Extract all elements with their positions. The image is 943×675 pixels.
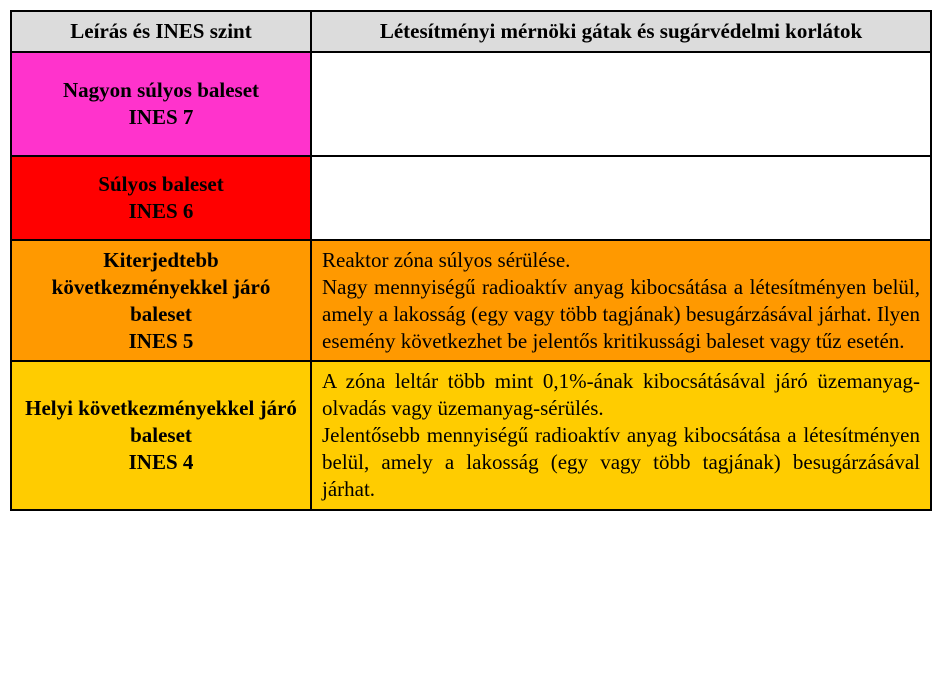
row-label-line1: Súlyos baleset (98, 172, 223, 196)
row-label-line1: Kiterjedtebb következményekkel járó bale… (52, 248, 271, 326)
table-header-row: Leírás és INES szint Létesítményi mérnök… (11, 11, 931, 52)
ines5-desc-cell: Reaktor zóna súlyos sérülése. Nagy menny… (311, 240, 931, 362)
ines5-label-cell: Kiterjedtebb következményekkel járó bale… (11, 240, 311, 362)
row-label-line2: INES 5 (129, 329, 194, 353)
desc-line1: Reaktor zóna súlyos sérülése. (322, 248, 570, 272)
table-row: Súlyos baleset INES 6 (11, 156, 931, 240)
header-col1: Leírás és INES szint (11, 11, 311, 52)
desc-line1: A zóna leltár több mint 0,1%-ának kibocs… (322, 369, 920, 420)
row-label-line2: INES 6 (129, 199, 194, 223)
ines4-desc-cell: A zóna leltár több mint 0,1%-ának kibocs… (311, 361, 931, 509)
desc-line2: Jelentősebb mennyiségű radioaktív anyag … (322, 423, 920, 501)
desc-line2: Nagy mennyiségű radioaktív anyag kibocsá… (322, 275, 920, 353)
header-col2: Létesítményi mérnöki gátak és sugárvédel… (311, 11, 931, 52)
row-label-line1: Helyi következményekkel járó baleset (25, 396, 297, 447)
ines7-desc-cell (311, 52, 931, 156)
ines4-label-cell: Helyi következményekkel járó baleset INE… (11, 361, 311, 509)
ines6-label-cell: Súlyos baleset INES 6 (11, 156, 311, 240)
ines7-label-cell: Nagyon súlyos baleset INES 7 (11, 52, 311, 156)
row-label-line1: Nagyon súlyos baleset (63, 78, 259, 102)
table-row: Helyi következményekkel járó baleset INE… (11, 361, 931, 509)
ines6-desc-cell (311, 156, 931, 240)
row-label-line2: INES 7 (129, 105, 194, 129)
table-row: Kiterjedtebb következményekkel járó bale… (11, 240, 931, 362)
ines-table: Leírás és INES szint Létesítményi mérnök… (10, 10, 932, 511)
row-label-line2: INES 4 (129, 450, 194, 474)
table-row: Nagyon súlyos baleset INES 7 (11, 52, 931, 156)
